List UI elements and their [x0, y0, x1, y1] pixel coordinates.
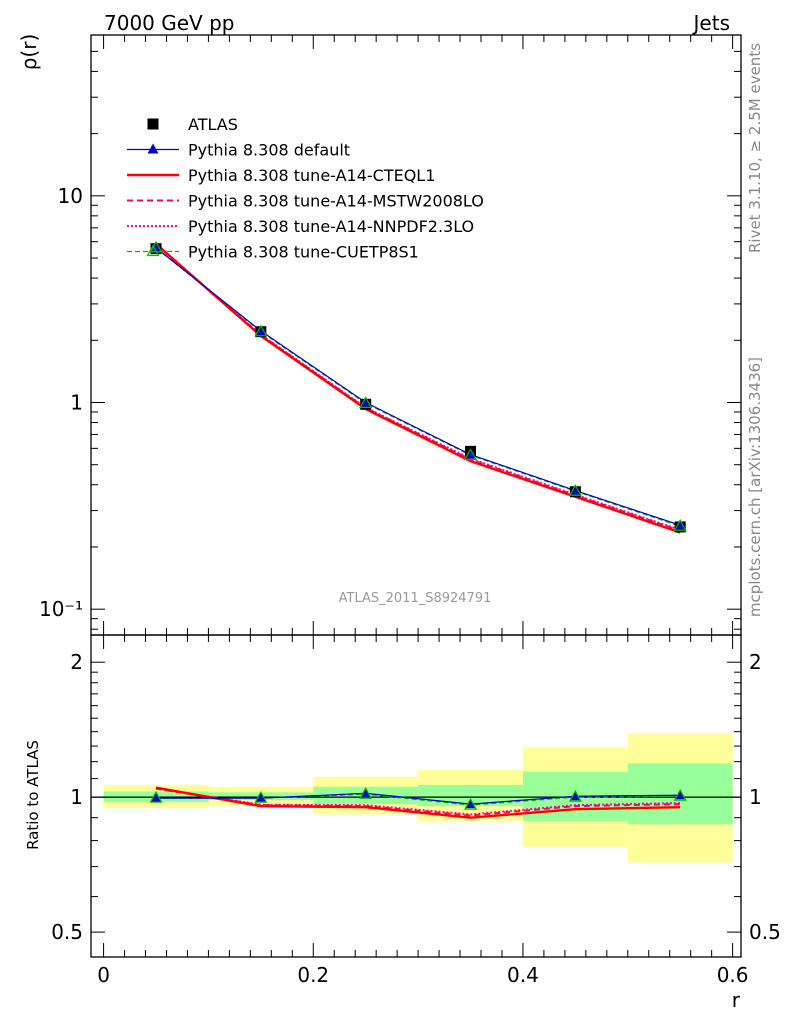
- data-point-triangle: [360, 787, 372, 798]
- x-tick-label: 0.6: [717, 963, 749, 987]
- series-line: [155, 243, 681, 534]
- ratio-y-axis-label: Ratio to ATLAS: [24, 740, 42, 850]
- ratio-panel: [90, 634, 742, 958]
- data-point-triangle: [150, 792, 162, 803]
- legend: ATLAS Pythia 8.308 default Pythia 8.308 tu…: [127, 115, 484, 262]
- x-axis-label: r: [732, 988, 741, 1012]
- data-point-triangle-open: [359, 396, 373, 409]
- ratio-series: [149, 786, 687, 819]
- ratio-y-tick-label: 0.5: [51, 920, 83, 944]
- analysis-id: ATLAS_2011_S8924791: [339, 591, 492, 606]
- data-point-triangle: [465, 798, 477, 809]
- data-point-triangle-open: [568, 789, 582, 802]
- series-line: [155, 787, 681, 817]
- data-point-triangle: [150, 241, 162, 252]
- legend-label: Pythia 8.308 tune-A14-NNPDF2.3LO: [188, 217, 474, 236]
- data-point-triangle: [569, 790, 581, 801]
- x-tick-label: 0.4: [507, 963, 539, 987]
- ratio-y-tick-label-right: 2: [749, 650, 762, 674]
- axis-ticks: 10⁻¹ 1 10 0.5 0.5 1 1 2 2 0 0.2 0.4 0.6: [39, 34, 781, 987]
- mcplots-label: mcplots.cern.ch [arXiv:1306.3436]: [746, 357, 764, 617]
- data-point-triangle: [360, 396, 372, 407]
- data-point-triangle-open: [254, 790, 268, 803]
- series-line: [156, 792, 681, 805]
- rivet-label: Rivet 3.1.10, ≥ 2.5M events: [746, 43, 764, 253]
- data-point-triangle-open: [673, 788, 687, 801]
- ratio-y-tick-label-right: 0.5: [749, 920, 781, 944]
- series-line: [155, 243, 681, 532]
- data-point-triangle-open: [254, 324, 268, 337]
- data-point-triangle: [674, 789, 686, 800]
- y-tick-label: 1: [70, 391, 83, 415]
- data-point-triangle-open: [464, 448, 478, 460]
- data-point-triangle-open: [568, 484, 582, 496]
- data-point-triangle: [465, 448, 477, 459]
- legend-label: Pythia 8.308 tune-CUETP8S1: [188, 243, 419, 262]
- data-point-triangle: [569, 484, 581, 495]
- legend-label: Pythia 8.308 tune-A14-CTEQL1: [188, 166, 435, 185]
- data-point-triangle-open: [673, 518, 687, 531]
- data-point-square: [147, 118, 159, 130]
- ratio-y-tick-label-right: 1: [749, 785, 762, 809]
- ratio-y-tick-label: 2: [70, 650, 83, 674]
- legend-label: Pythia 8.308 default: [188, 141, 350, 160]
- header-right: Jets: [692, 11, 730, 35]
- data-point-triangle-open: [149, 790, 163, 803]
- series-line: [155, 243, 681, 531]
- data-point-triangle: [674, 519, 686, 530]
- header-left: 7000 GeV pp: [104, 11, 235, 35]
- series-line: [155, 247, 681, 527]
- y-tick-label: 10: [58, 184, 83, 208]
- ratio-frame: [90, 634, 742, 958]
- y-axis-label: ρ(r): [17, 34, 41, 71]
- data-point-triangle: [147, 143, 159, 154]
- data-point-triangle-open: [464, 797, 478, 810]
- legend-label: Pythia 8.308 tune-A14-MSTW2008LO: [188, 192, 484, 211]
- legend-label: ATLAS: [188, 115, 238, 134]
- data-point-triangle: [255, 324, 267, 335]
- series-line: [155, 786, 681, 819]
- ratio-y-tick-label: 1: [70, 785, 83, 809]
- series-line: [155, 247, 681, 526]
- data-point-triangle: [255, 792, 267, 803]
- data-point-triangle-open: [359, 787, 373, 799]
- x-tick-label: 0: [97, 963, 110, 987]
- data-point-triangle-open: [146, 244, 160, 257]
- main-series: [149, 240, 687, 534]
- y-tick-label: 10⁻¹: [39, 597, 83, 621]
- x-tick-label: 0.2: [297, 963, 329, 987]
